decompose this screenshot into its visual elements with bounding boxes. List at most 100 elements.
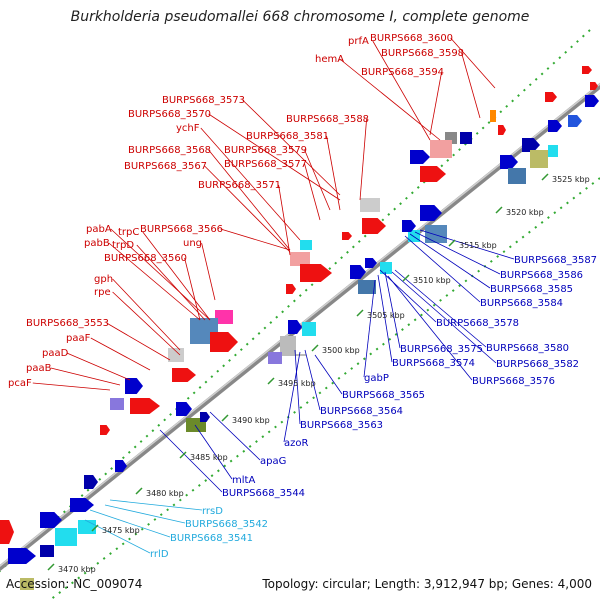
- forward-gene-label: BURPS668_3594: [361, 67, 444, 78]
- forward-gene-label: trpD: [112, 240, 134, 251]
- gene-arrow: [350, 265, 366, 279]
- label-leader-line: [283, 351, 301, 443]
- scale-label: 3500 kbp: [322, 346, 360, 355]
- forward-gene-label: prfA: [348, 36, 369, 47]
- scale-tick: [448, 239, 456, 247]
- label-leader-line: [419, 229, 515, 260]
- scale-tick: [179, 451, 187, 459]
- gene-block: [548, 145, 558, 157]
- forward-gene-labels: prfA BURPS668_3600 BURPS668_3598 hemA BURPS6…: [8, 33, 496, 391]
- scale-tick: [135, 487, 143, 495]
- gene-block: [380, 262, 392, 274]
- label-leader-line: [108, 242, 201, 321]
- scale-tick: [221, 414, 229, 422]
- reverse-gene-label: BURPS668_3565: [342, 390, 425, 401]
- rna-gene-label: rrsD: [202, 506, 223, 517]
- label-leader-line: [159, 429, 223, 493]
- gene-block: [40, 545, 54, 557]
- gene-block: [490, 110, 496, 122]
- label-leader-line: [200, 127, 301, 241]
- scale-tick: [91, 524, 99, 532]
- gene-arrow: [200, 412, 210, 422]
- scale-label: 3520 kbp: [506, 208, 544, 217]
- label-leader-line: [314, 354, 343, 395]
- label-leader-line: [112, 291, 181, 356]
- gene-arrow: [8, 548, 36, 564]
- label-leader-line: [142, 231, 211, 321]
- reverse-gene-label: BURPS668_3576: [472, 376, 555, 387]
- forward-gene-label: BURPS668_3560: [104, 253, 187, 264]
- gene-block: [508, 168, 526, 184]
- gene-arrow: [288, 320, 302, 334]
- gene-arrow: [115, 460, 127, 472]
- scale-label: 3480 kbp: [146, 489, 184, 498]
- inner-dotted-guide: [49, 177, 600, 600]
- reverse-gene-label: BURPS668_3575: [400, 344, 483, 355]
- gene-block: [215, 310, 233, 324]
- reverse-gene-label: BURPS668_3584: [480, 298, 563, 309]
- gene-arrow: [40, 512, 62, 528]
- reverse-gene-label: BURPS668_3574: [392, 358, 475, 369]
- gene-arrow: [172, 368, 196, 382]
- label-leader-line: [32, 382, 111, 391]
- label-leader-line: [204, 165, 291, 253]
- gene-block: [296, 336, 306, 354]
- forward-gene-label: BURPS668_3588: [286, 114, 369, 125]
- label-leader-line: [384, 271, 401, 349]
- forward-gene-label: rpe: [94, 287, 111, 298]
- gene-arrow: [420, 166, 446, 182]
- reverse-gene-label: apaG: [260, 456, 286, 467]
- reverse-gene-label: azoR: [284, 438, 308, 449]
- forward-gene-label: pabA: [86, 224, 112, 235]
- label-leader-line: [414, 231, 501, 275]
- label-leader-line: [90, 337, 151, 371]
- gene-arrow: [210, 332, 238, 352]
- gene-arrow: [0, 520, 14, 544]
- gene-arrow: [362, 218, 386, 234]
- reverse-gene-label: BURPS668_3563: [300, 420, 383, 431]
- forward-gene-label: hemA: [315, 54, 344, 65]
- reverse-gene-labels: BURPS668_3587 BURPS668_3586 BURPS668_3585 B…: [159, 229, 597, 499]
- scale-tick: [267, 377, 275, 385]
- label-leader-line: [278, 184, 291, 256]
- forward-gene-label: paaB: [26, 363, 52, 374]
- forward-gene-label: paaD: [42, 348, 69, 359]
- label-leader-line: [377, 274, 393, 363]
- forward-gene-label: BURPS668_3566: [140, 224, 223, 235]
- gene-arrow: [590, 82, 598, 90]
- rna-gene-label: BURPS668_3542: [185, 519, 268, 530]
- gene-arrow: [100, 425, 110, 435]
- gene-block: [290, 252, 310, 266]
- label-leader-line: [84, 519, 151, 554]
- label-leader-line: [304, 149, 331, 211]
- forward-gene-label: BURPS668_3573: [162, 95, 245, 106]
- rna-gene-label: rrlD: [150, 549, 169, 560]
- label-leader-line: [304, 349, 321, 411]
- forward-gene-label: BURPS668_3571: [198, 180, 281, 191]
- label-leader-line: [208, 113, 341, 201]
- label-leader-line: [404, 235, 481, 303]
- gene-arrow: [522, 138, 540, 152]
- scale-label: 3470 kbp: [58, 565, 96, 574]
- accession-text: Accession: NC_009074: [6, 577, 143, 591]
- label-leader-line: [50, 367, 121, 386]
- scale-labels: 3525 kbp 3520 kbp 3515 kbp 3510 kbp 3505 kbp…: [47, 173, 590, 574]
- label-leader-line: [208, 149, 291, 251]
- gene-features-reverse: [20, 95, 599, 590]
- gene-features-forward: [0, 66, 598, 564]
- label-leader-line: [294, 349, 301, 425]
- forward-gene-label: BURPS668_3568: [128, 145, 211, 156]
- gene-block: [268, 352, 282, 364]
- gene-arrow: [585, 95, 599, 107]
- scale-label: 3475 kbp: [102, 526, 140, 535]
- label-leader-line: [201, 242, 216, 301]
- label-leader-line: [209, 411, 261, 461]
- label-leader-line: [461, 52, 481, 119]
- label-leader-line: [394, 269, 487, 348]
- scale-tick: [311, 344, 319, 352]
- label-leader-line: [89, 509, 171, 538]
- label-leader-line: [391, 271, 497, 364]
- gene-arrow: [84, 475, 98, 489]
- gene-block: [425, 225, 447, 243]
